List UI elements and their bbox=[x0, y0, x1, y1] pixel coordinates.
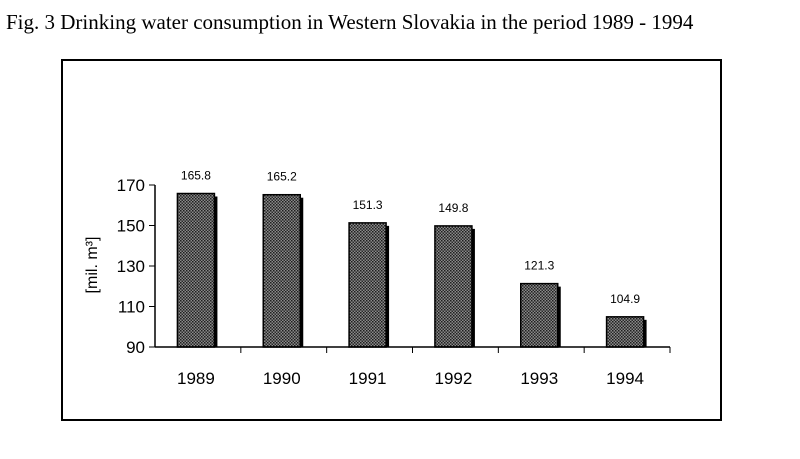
bar-1991 bbox=[348, 222, 387, 348]
y-tick-label-130: 130 bbox=[117, 257, 145, 276]
x-tick-label-1992: 1992 bbox=[435, 369, 473, 388]
data-label-1989: 165.8 bbox=[181, 169, 211, 183]
y-tick-label-90: 90 bbox=[126, 338, 145, 357]
bar-1992 bbox=[434, 225, 473, 348]
data-label-1992: 149.8 bbox=[438, 201, 468, 215]
chart-frame bbox=[61, 59, 722, 421]
bar-1993 bbox=[520, 282, 559, 348]
bar-1989 bbox=[176, 192, 216, 348]
x-tick-label-1991: 1991 bbox=[349, 369, 387, 388]
x-tick-label-1989: 1989 bbox=[177, 369, 215, 388]
figure-title: Fig. 3 Drinking water consumption in Wes… bbox=[6, 10, 694, 34]
data-label-1991: 151.3 bbox=[353, 198, 383, 212]
y-tick-label-170: 170 bbox=[117, 176, 145, 195]
x-tick-label-1990: 1990 bbox=[263, 369, 301, 388]
x-tick-label-1994: 1994 bbox=[606, 369, 644, 388]
bar-1990 bbox=[262, 193, 301, 348]
y-tick-label-150: 150 bbox=[117, 217, 145, 236]
data-label-1994: 104.9 bbox=[610, 292, 640, 306]
data-label-1993: 121.3 bbox=[524, 259, 554, 273]
bar-1994 bbox=[605, 316, 645, 348]
y-axis-label: [mil. m³] bbox=[84, 237, 101, 294]
y-tick-label-110: 110 bbox=[118, 298, 145, 317]
data-label-1990: 165.2 bbox=[267, 170, 297, 184]
x-tick-label-1993: 1993 bbox=[520, 369, 558, 388]
